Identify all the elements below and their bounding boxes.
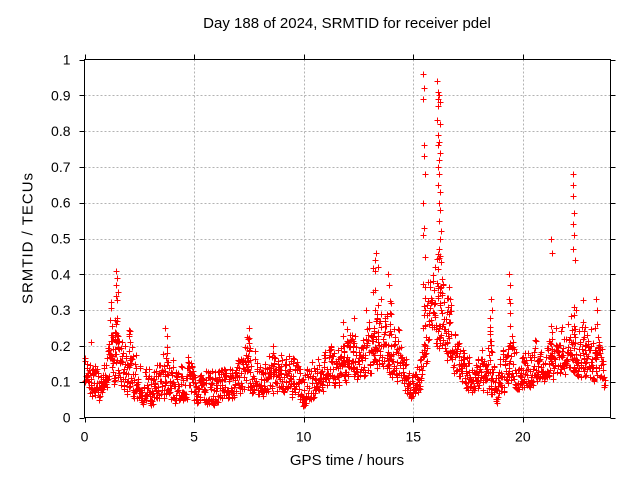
x-tick-label: 15 [405,429,421,445]
y-tick-label: 0.7 [51,159,71,175]
y-tick-label: 0.9 [51,87,71,103]
y-tick-label: 0.1 [51,374,71,390]
y-tick-label: 0.4 [51,266,71,282]
y-tick-label: 0.8 [51,123,71,139]
y-tick-label: 1 [63,52,71,68]
y-tick-label: 0.5 [51,231,71,247]
x-tick-label: 0 [81,429,89,445]
x-tick-label: 10 [296,429,312,445]
y-tick-label: 0.3 [51,302,71,318]
y-axis-label: SRMTID / TECUs [19,171,37,305]
x-axis-label: GPS time / hours [289,452,405,469]
data-points [82,71,609,410]
y-tick-label: 0.6 [51,195,71,211]
y-tick-label: 0 [63,410,71,426]
y-tick-label: 0.2 [51,338,71,354]
chart-title: Day 188 of 2024, SRMTID for receiver pde… [203,15,491,32]
plot-border [84,59,611,418]
axis-ticks [79,54,616,423]
x-tick-label: 5 [190,429,198,445]
x-tick-label: 20 [515,429,531,445]
